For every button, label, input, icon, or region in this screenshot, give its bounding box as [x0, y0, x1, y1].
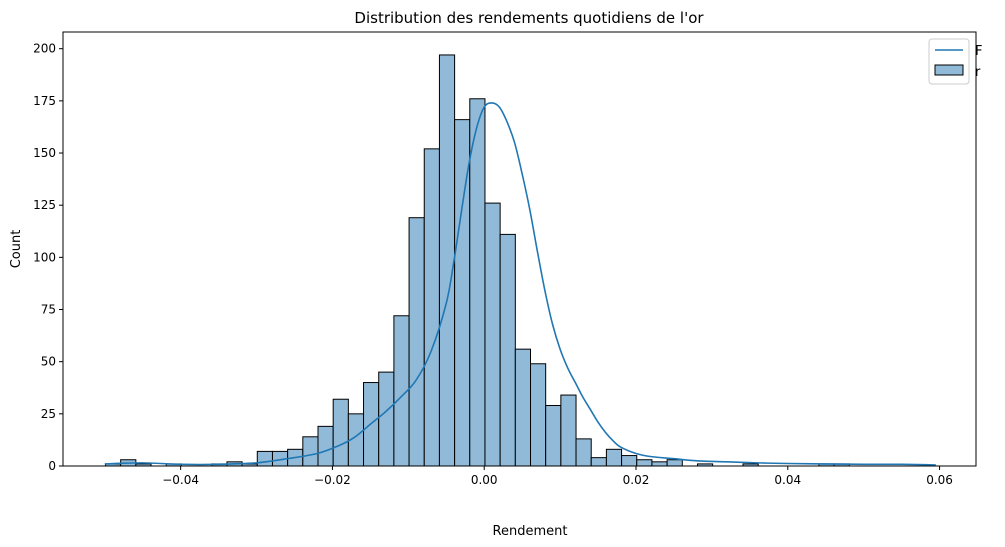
histogram-bar [423, 148, 440, 467]
x-tick-label: 0.06 [926, 473, 953, 487]
histogram-bar [590, 457, 607, 467]
x-tick-label: −0.04 [162, 473, 199, 487]
histogram-bar [530, 363, 547, 467]
x-tick-label: 0.04 [774, 473, 801, 487]
y-tick-label: 175 [33, 94, 56, 108]
y-tick-label: 50 [41, 355, 56, 369]
histogram-bar [302, 436, 319, 467]
histogram-bar [560, 394, 577, 467]
legend-bar-swatch [934, 64, 964, 76]
histogram-bar [575, 438, 592, 467]
histogram-bar [636, 459, 653, 467]
y-axis-label: Count [9, 230, 24, 269]
x-tick-label: 0.00 [471, 473, 498, 487]
x-tick-label: 0.02 [623, 473, 650, 487]
y-tick-label: 75 [41, 303, 56, 317]
histogram-bar [605, 448, 623, 467]
legend-line-label: F [975, 44, 982, 59]
histogram-bar [651, 461, 668, 467]
legend-bar-label: r [975, 65, 981, 80]
y-tick-label: 200 [33, 42, 56, 56]
kde-curve [104, 102, 936, 466]
histogram-bar [317, 425, 334, 467]
y-tick-label: 125 [33, 198, 56, 212]
y-axis-ticks: 0 25 50 75 100 125 150 175 200 [33, 42, 63, 473]
y-tick-label: 25 [41, 407, 56, 421]
histogram-bar [484, 202, 501, 467]
histogram-bar [378, 371, 395, 467]
legend: F r [928, 38, 982, 85]
histogram-bar [408, 217, 425, 467]
legend-box [928, 38, 970, 85]
histogram-bar [514, 348, 532, 467]
histogram-bar [438, 54, 456, 467]
histogram-bar [469, 98, 486, 467]
y-tick-label: 150 [33, 146, 56, 160]
chart-title: Distribution des rendements quotidiens d… [354, 9, 704, 27]
histogram-bar [499, 233, 516, 467]
histogram-bar [256, 450, 273, 467]
histogram-bar [666, 459, 683, 467]
plot-frame [62, 31, 977, 467]
x-axis-label: Rendement [493, 524, 568, 539]
histogram-bar [332, 398, 349, 467]
y-tick-label: 100 [33, 250, 56, 264]
histogram-bar [545, 404, 562, 467]
x-tick-label: −0.02 [314, 473, 351, 487]
histogram-bar [621, 455, 638, 467]
histogram-bars [105, 54, 850, 467]
x-axis-ticks: −0.04 −0.02 0.00 0.02 0.04 0.06 [162, 466, 953, 487]
y-tick-label: 0 [48, 459, 56, 473]
